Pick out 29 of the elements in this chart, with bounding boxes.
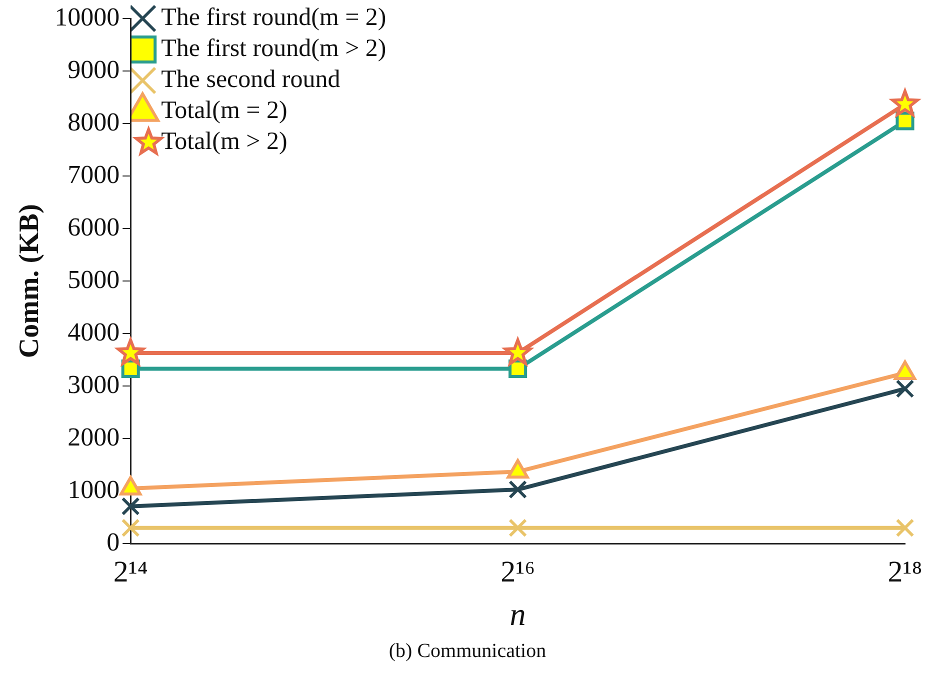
y-tick-label: 2000 (68, 422, 120, 452)
text: (b) Communication (388, 640, 548, 663)
point (508, 480, 528, 499)
y-tick-label: 9000 (68, 54, 120, 84)
y-tick-label: 6000 (68, 212, 120, 242)
y-tick-label: 7000 (68, 160, 120, 189)
y-tick-label: 1000 (68, 474, 120, 504)
legend-label: Total(m = 2) (161, 97, 288, 124)
x-tick-label: 2¹⁸ (888, 555, 922, 588)
point (508, 518, 528, 538)
legend-label: The second round (161, 66, 341, 94)
x-axis-title: n (510, 596, 526, 632)
y-tick-label: 3000 (68, 370, 120, 399)
y-axis-title: Comm. (KB) (14, 204, 46, 358)
point (896, 112, 914, 130)
legend-label: Total(m > 2) (161, 128, 288, 156)
point (896, 518, 914, 538)
point (121, 497, 140, 516)
y-tick-label: 0 (106, 527, 120, 556)
y-tick-label: 8000 (68, 107, 120, 136)
legend-label: The first round(m > 2) (161, 35, 386, 62)
point (896, 379, 914, 398)
x-tick-label: 2¹⁶ (500, 555, 536, 588)
y-tick-label: 4000 (68, 317, 120, 346)
y-tick-label: 10000 (54, 2, 120, 32)
point (121, 518, 140, 538)
y-tick-label: 5000 (68, 264, 120, 294)
x-tick-label: 2¹⁴ (113, 555, 148, 588)
legend-label: The first round(m = 2) (161, 4, 386, 32)
